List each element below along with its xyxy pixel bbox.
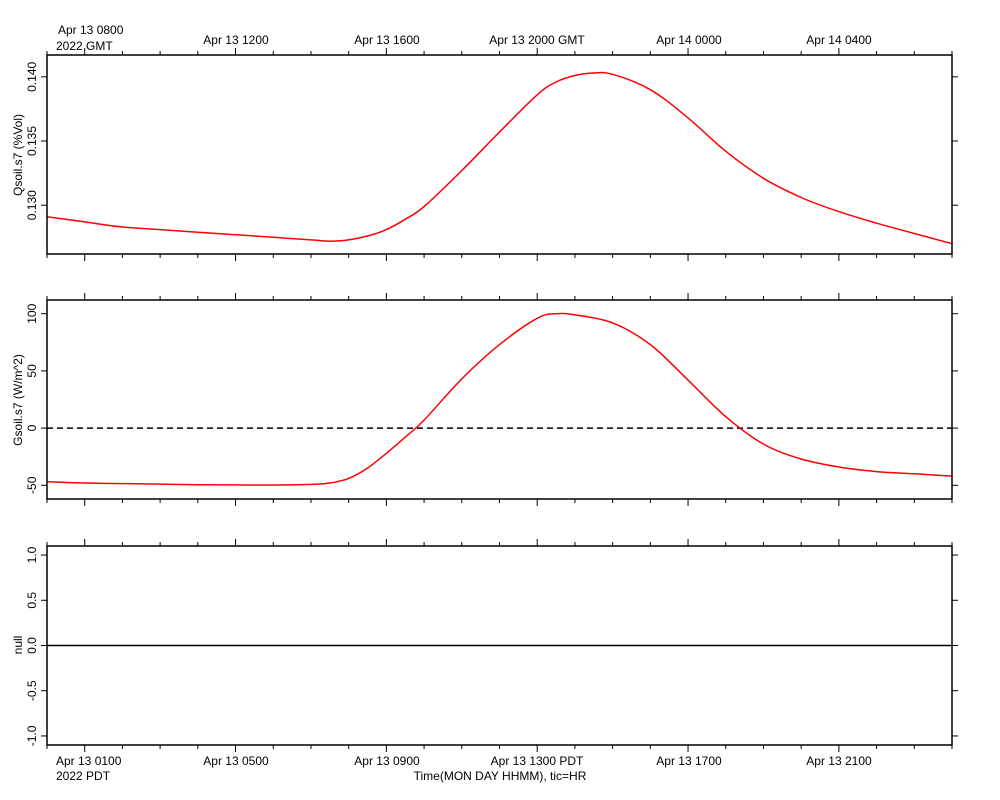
y-tick-label: 1.0 — [25, 546, 39, 563]
bottom-axis-label: Apr 13 1300 PDT — [491, 754, 584, 768]
gsoil-panel: Gsoil.s7 (W/m^2) -50 0 50 100 — [11, 293, 958, 506]
gsoil-y-ticks: -50 0 50 100 — [25, 303, 958, 494]
null-plot-frame — [46, 545, 953, 746]
gsoil-y-axis-label: Gsoil.s7 (W/m^2) — [11, 354, 25, 446]
qsoil-x-ticks — [46, 48, 953, 261]
qsoil-plot-frame — [46, 54, 953, 255]
qsoil-series — [46, 71, 953, 245]
bottom-axis-first-label: Apr 13 0100 — [56, 754, 122, 768]
top-axis-first-label-year: 2022 GMT — [56, 39, 113, 53]
y-tick-label: 0.0 — [25, 637, 39, 654]
y-tick-label: 50 — [25, 364, 39, 378]
null-y-axis-label: null — [11, 636, 25, 655]
y-tick-label: 0.140 — [25, 61, 39, 91]
gsoil-plot-frame — [46, 299, 953, 500]
y-tick-label: 0.130 — [25, 190, 39, 220]
top-axis-label: Apr 13 1200 — [203, 33, 269, 47]
bottom-time-axis: Apr 13 0100 2022 PDT Apr 13 0500 Apr 13 … — [56, 754, 872, 783]
qsoil-y-ticks: 0.130 0.135 0.140 — [25, 61, 958, 220]
qsoil-panel: Qsoil.s7 (%Vol) 0.130 0.135 0.140 — [11, 48, 958, 261]
null-y-ticks: -1.0 -0.5 0.0 0.5 1.0 — [25, 546, 958, 746]
y-tick-label: -1.0 — [25, 725, 39, 746]
y-tick-label: 100 — [25, 303, 39, 323]
bottom-axis-first-label-year: 2022 PDT — [56, 769, 111, 783]
y-tick-label: 0.135 — [25, 126, 39, 156]
null-panel: null -1.0 -0.5 0.0 0.5 1.0 — [11, 539, 958, 752]
series-line — [46, 71, 953, 245]
bottom-axis-label: Apr 13 1700 — [656, 754, 722, 768]
gsoil-x-ticks — [46, 293, 953, 506]
gsoil-series — [46, 312, 953, 486]
y-tick-label: 0 — [25, 424, 39, 431]
top-axis-label: Apr 14 0000 — [656, 33, 722, 47]
top-axis-first-label: Apr 13 0800 — [58, 23, 124, 37]
y-tick-label: 0.5 — [25, 592, 39, 609]
top-axis-label: Apr 13 2000 GMT — [489, 33, 585, 47]
top-axis-label: Apr 13 1600 — [354, 33, 420, 47]
qsoil-y-axis-label: Qsoil.s7 (%Vol) — [11, 114, 25, 196]
y-tick-label: -0.5 — [25, 680, 39, 701]
bottom-axis-label: Apr 13 0900 — [354, 754, 420, 768]
series-line — [46, 312, 953, 486]
top-axis-label: Apr 14 0400 — [806, 33, 872, 47]
x-axis-title: Time(MON DAY HHMM), tic=HR — [414, 769, 587, 783]
top-time-axis: Apr 13 0800 2022 GMT Apr 13 1200 Apr 13 … — [56, 23, 872, 53]
bottom-axis-label: Apr 13 0500 — [203, 754, 269, 768]
bottom-axis-label: Apr 13 2100 — [806, 754, 872, 768]
y-tick-label: -50 — [25, 476, 39, 494]
